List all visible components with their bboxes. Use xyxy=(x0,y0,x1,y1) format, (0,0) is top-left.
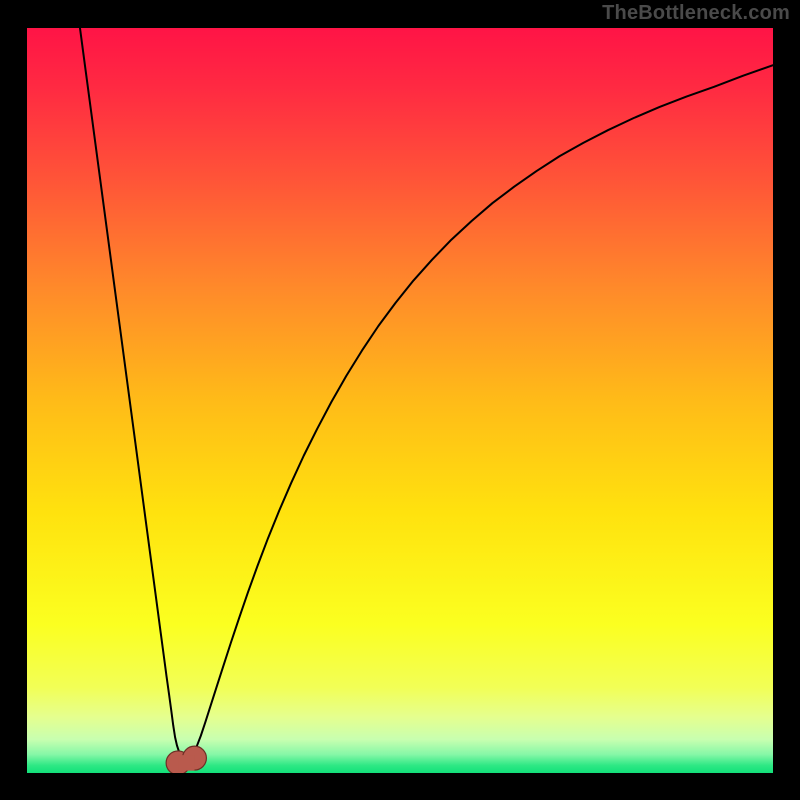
figure-container: { "watermark": { "text": "TheBottleneck.… xyxy=(0,0,800,800)
bottleneck-chart xyxy=(27,28,773,773)
plot-area xyxy=(27,28,773,773)
gradient-background xyxy=(27,28,773,773)
watermark-text: TheBottleneck.com xyxy=(602,2,790,25)
